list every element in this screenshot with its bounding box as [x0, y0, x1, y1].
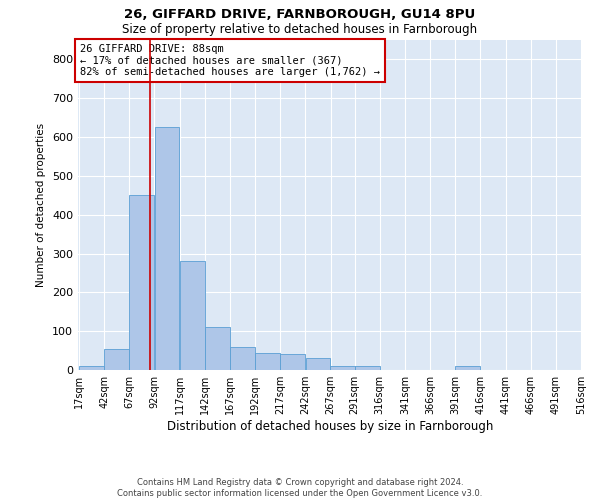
- Text: 26 GIFFARD DRIVE: 88sqm
← 17% of detached houses are smaller (367)
82% of semi-d: 26 GIFFARD DRIVE: 88sqm ← 17% of detache…: [80, 44, 380, 77]
- Text: 26, GIFFARD DRIVE, FARNBOROUGH, GU14 8PU: 26, GIFFARD DRIVE, FARNBOROUGH, GU14 8PU: [124, 8, 476, 20]
- Bar: [330, 366, 355, 370]
- Bar: [280, 354, 305, 370]
- Bar: [205, 328, 230, 370]
- Bar: [255, 352, 280, 370]
- Bar: [305, 358, 331, 370]
- Bar: [155, 128, 179, 370]
- Y-axis label: Number of detached properties: Number of detached properties: [37, 123, 46, 287]
- Bar: [355, 366, 380, 370]
- Bar: [180, 262, 205, 370]
- Bar: [79, 366, 104, 370]
- Text: Size of property relative to detached houses in Farnborough: Size of property relative to detached ho…: [122, 22, 478, 36]
- Text: Contains HM Land Registry data © Crown copyright and database right 2024.
Contai: Contains HM Land Registry data © Crown c…: [118, 478, 482, 498]
- Bar: [230, 346, 255, 370]
- Bar: [130, 196, 154, 370]
- Bar: [104, 348, 129, 370]
- X-axis label: Distribution of detached houses by size in Farnborough: Distribution of detached houses by size …: [167, 420, 493, 433]
- Bar: [455, 366, 480, 370]
